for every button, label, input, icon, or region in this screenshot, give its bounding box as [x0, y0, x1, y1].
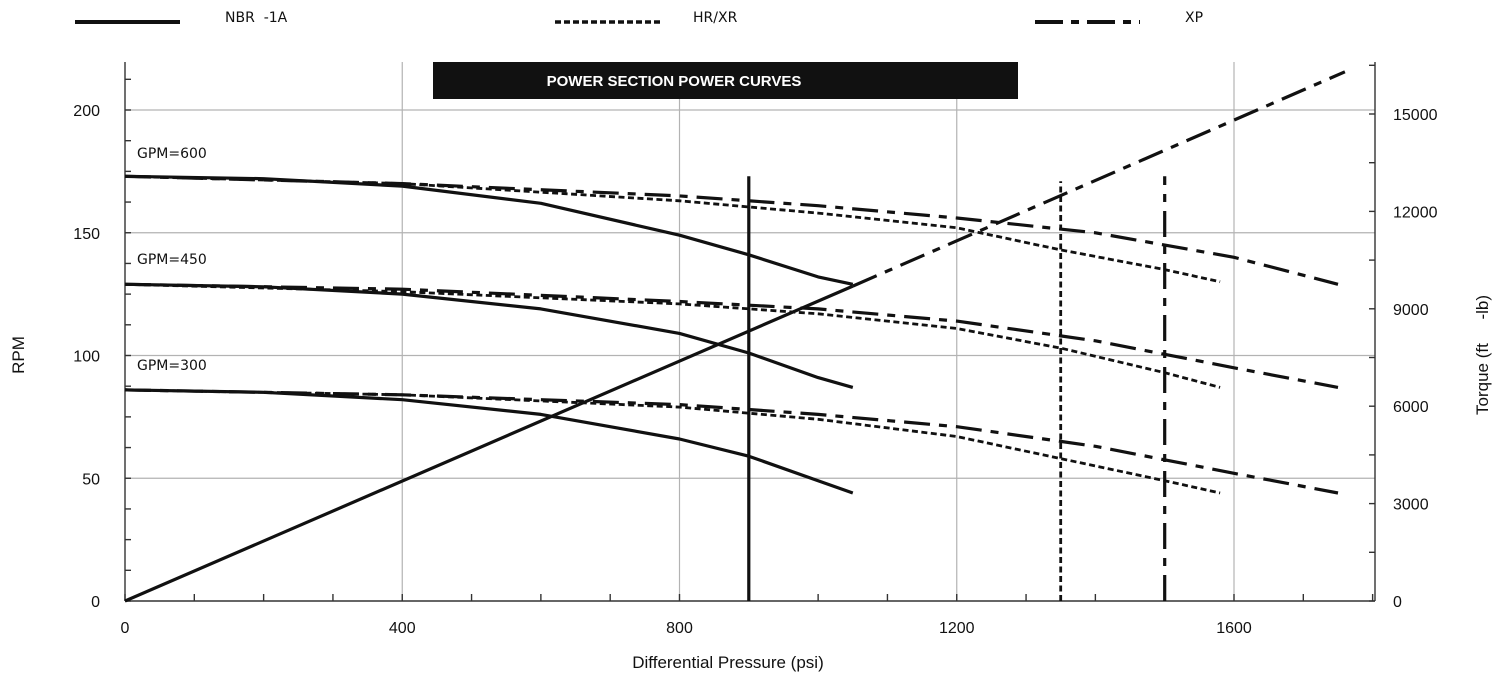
- series-nbr-1a-gpm-300: [124, 388, 854, 495]
- axis-titles: Differential Pressure (psi) RPM Torque (…: [9, 295, 1492, 672]
- series-xp-gpm-450: [124, 282, 1339, 389]
- y-tick-label-200: 200: [73, 103, 100, 120]
- chart-title-banner: POWER SECTION POWER CURVES: [433, 62, 1018, 99]
- x-tick-label-0: 0: [121, 620, 130, 637]
- series-xp-gpm-600: [124, 174, 1339, 286]
- legend: NBR -1A HR/XR XP: [75, 10, 1203, 26]
- y2-tick-label-6000: 6000: [1393, 399, 1429, 416]
- series-hr-xr-gpm-450: [124, 282, 1221, 389]
- x-tick-label-400: 400: [389, 620, 416, 637]
- x-tick-label-1600: 1600: [1216, 620, 1252, 637]
- x-tick-label-800: 800: [666, 620, 693, 637]
- series-xp-torque: [852, 70, 1346, 288]
- legend-label-hrxr: HR/XR: [693, 10, 738, 26]
- axes: 0 400 800 1200 1600 0 50 100 150 200 0 3000 6000 9000…: [73, 62, 1438, 637]
- series-nbr-1a-gpm-450: [124, 282, 854, 389]
- y-tick-label-0: 0: [91, 594, 100, 611]
- legend-label-xp: XP: [1185, 10, 1203, 26]
- y-tick-label-150: 150: [73, 226, 100, 243]
- series-nbr-1a-gpm-600: [124, 174, 854, 286]
- y2-tick-label-0: 0: [1393, 594, 1402, 611]
- y2-axis-title: Torque (ft -lb): [1473, 295, 1492, 415]
- series-hr-xr-gpm-300: [124, 388, 1221, 495]
- gpm-600-label: GPM=600: [137, 146, 207, 162]
- x-tick-label-1200: 1200: [939, 620, 975, 637]
- series: [124, 70, 1346, 603]
- y-tick-label-100: 100: [73, 349, 100, 366]
- y2-tick-label-9000: 9000: [1393, 302, 1429, 319]
- x-axis-title: Differential Pressure (psi): [632, 653, 823, 672]
- series-xp-gpm-300: [124, 388, 1339, 495]
- gpm-300-label: GPM=300: [137, 358, 207, 374]
- gpm-450-label: GPM=450: [137, 252, 207, 268]
- y2-tick-label-12000: 12000: [1393, 204, 1438, 221]
- series-nbr-1a-torque: [124, 284, 854, 603]
- curve-labels: GPM=600 GPM=450 GPM=300: [137, 146, 207, 374]
- y2-tick-label-3000: 3000: [1393, 497, 1429, 514]
- y-tick-label-50: 50: [82, 471, 100, 488]
- series-hr-xr-gpm-600: [124, 174, 1221, 284]
- y2-tick-label-15000: 15000: [1393, 107, 1438, 124]
- chart-title: POWER SECTION POWER CURVES: [547, 73, 802, 90]
- legend-label-nbr: NBR -1A: [225, 10, 288, 26]
- y-axis-title: RPM: [9, 336, 28, 374]
